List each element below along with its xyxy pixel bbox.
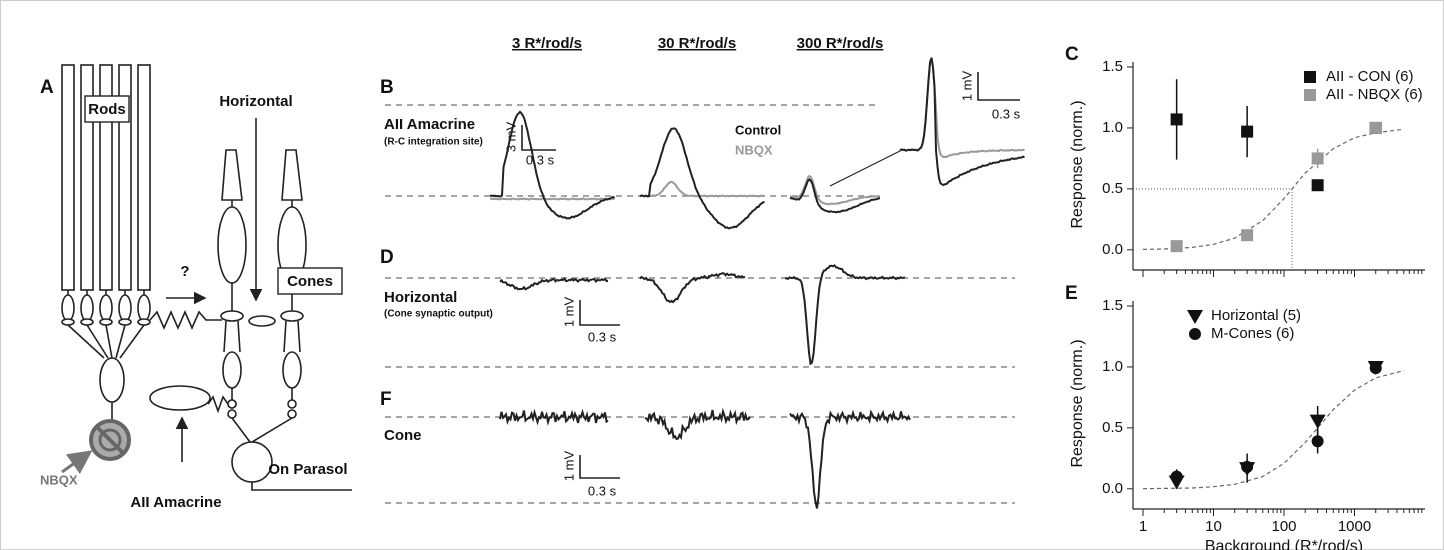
x-tick-label: 10 xyxy=(1205,518,1222,535)
marker xyxy=(1241,125,1254,138)
voltage-trace xyxy=(784,263,906,366)
panel-label: E xyxy=(1065,283,1078,304)
nbqx-block xyxy=(61,419,131,474)
nbqx-label: NBQX xyxy=(40,472,78,487)
trace-panels: 3 R*/rod/s 30 R*/rod/s 300 R*/rod/s B AI… xyxy=(380,35,1025,509)
fit-curve xyxy=(1142,370,1404,490)
scale-voltage: 1 mV xyxy=(561,297,576,328)
voltage-trace xyxy=(789,174,881,206)
x-tick-label: 1 xyxy=(1139,518,1147,535)
voltage-trace xyxy=(499,408,609,426)
scale-time: 0.3 s xyxy=(588,329,617,344)
scale-time: 0.3 s xyxy=(526,152,555,167)
voltage-trace xyxy=(639,272,746,304)
x-axis-title: Background (R*/rod/s) xyxy=(1205,538,1363,550)
charts: C Response (norm.) 0.0 0.5 1.0 1.5 AII - CON (… xyxy=(1065,44,1425,550)
voltage-trace xyxy=(899,57,1025,187)
scale-voltage: 1 mV xyxy=(959,71,974,102)
voltage-trace xyxy=(489,197,616,201)
y-tick-label: 0.0 xyxy=(1102,241,1123,258)
voltage-trace xyxy=(789,178,881,214)
cell-label: AII Amacrine xyxy=(384,116,475,133)
panel-label: C xyxy=(1065,44,1079,65)
marker xyxy=(1170,113,1183,126)
legend-label: AII - NBQX (6) xyxy=(1326,86,1423,103)
legend-marker xyxy=(1304,71,1316,83)
marker xyxy=(1170,470,1183,483)
marker xyxy=(1170,240,1183,253)
y-tick-label: 0.5 xyxy=(1102,419,1123,436)
marker xyxy=(1369,121,1382,134)
cell-note: (R-C integration site) xyxy=(384,137,483,148)
x-tick-label: 1000 xyxy=(1338,518,1371,535)
y-tick-label: 0.5 xyxy=(1102,180,1123,197)
condition-label: 300 R*/rod/s xyxy=(797,35,884,52)
panel-label: A xyxy=(40,77,54,98)
half-max-guide xyxy=(1133,188,1293,270)
y-tick-label: 1.5 xyxy=(1102,297,1123,314)
legend-marker xyxy=(1187,310,1203,324)
voltage-trace xyxy=(639,127,765,230)
marker xyxy=(1241,229,1254,242)
rods-label: Rods xyxy=(88,101,126,118)
voltage-trace xyxy=(489,110,616,220)
legend-label: Horizontal (5) xyxy=(1211,307,1301,324)
x-tick-label: 100 xyxy=(1271,518,1296,535)
amacrine-label: AII Amacrine xyxy=(130,494,221,511)
fit-curve xyxy=(1142,128,1404,250)
cell-label: Cone xyxy=(384,427,422,444)
condition-label: 30 R*/rod/s xyxy=(658,35,736,52)
y-axis-title: Response (norm.) xyxy=(1069,339,1086,467)
question-mark: ? xyxy=(180,263,189,280)
marker xyxy=(1311,179,1324,192)
rods xyxy=(61,64,151,359)
y-tick-label: 1.0 xyxy=(1102,358,1123,375)
cell-label: Horizontal xyxy=(384,289,457,306)
scale-voltage: 1 mV xyxy=(561,451,576,482)
legend-label: M-Cones (6) xyxy=(1211,325,1294,342)
y-tick-label: 1.0 xyxy=(1102,119,1123,136)
cones xyxy=(217,149,352,491)
y-tick-label: 1.5 xyxy=(1102,58,1123,75)
y-tick-label: 0.0 xyxy=(1102,480,1123,497)
legend-marker xyxy=(1189,328,1201,340)
condition-label: 3 R*/rod/s xyxy=(512,35,582,52)
cell-note: (Cone synaptic output) xyxy=(384,309,493,320)
marker xyxy=(1311,152,1324,165)
cones-label: Cones xyxy=(287,273,333,290)
voltage-trace xyxy=(789,409,911,509)
voltage-trace xyxy=(499,277,609,291)
panel-label: D xyxy=(380,247,394,268)
marker xyxy=(1369,362,1382,375)
horizontal-label: Horizontal xyxy=(219,93,292,110)
legend-label: AII - CON (6) xyxy=(1326,68,1414,85)
y-axis-title: Response (norm.) xyxy=(1069,100,1086,228)
panel-label: F xyxy=(380,389,392,410)
marker xyxy=(1241,460,1254,473)
legend-nbqx: NBQX xyxy=(735,142,773,157)
voltage-trace xyxy=(639,180,765,198)
scale-time: 0.3 s xyxy=(588,483,617,498)
panel-label: B xyxy=(380,77,394,98)
legend-control: Control xyxy=(735,122,781,137)
parasol-label: On Parasol xyxy=(268,461,347,478)
marker xyxy=(1309,414,1326,429)
marker xyxy=(1311,435,1324,448)
panel-a: A Rods NBQX AII xyxy=(40,64,352,511)
legend-marker xyxy=(1304,89,1316,101)
voltage-trace xyxy=(644,407,751,441)
scale-time: 0.3 s xyxy=(992,106,1021,121)
